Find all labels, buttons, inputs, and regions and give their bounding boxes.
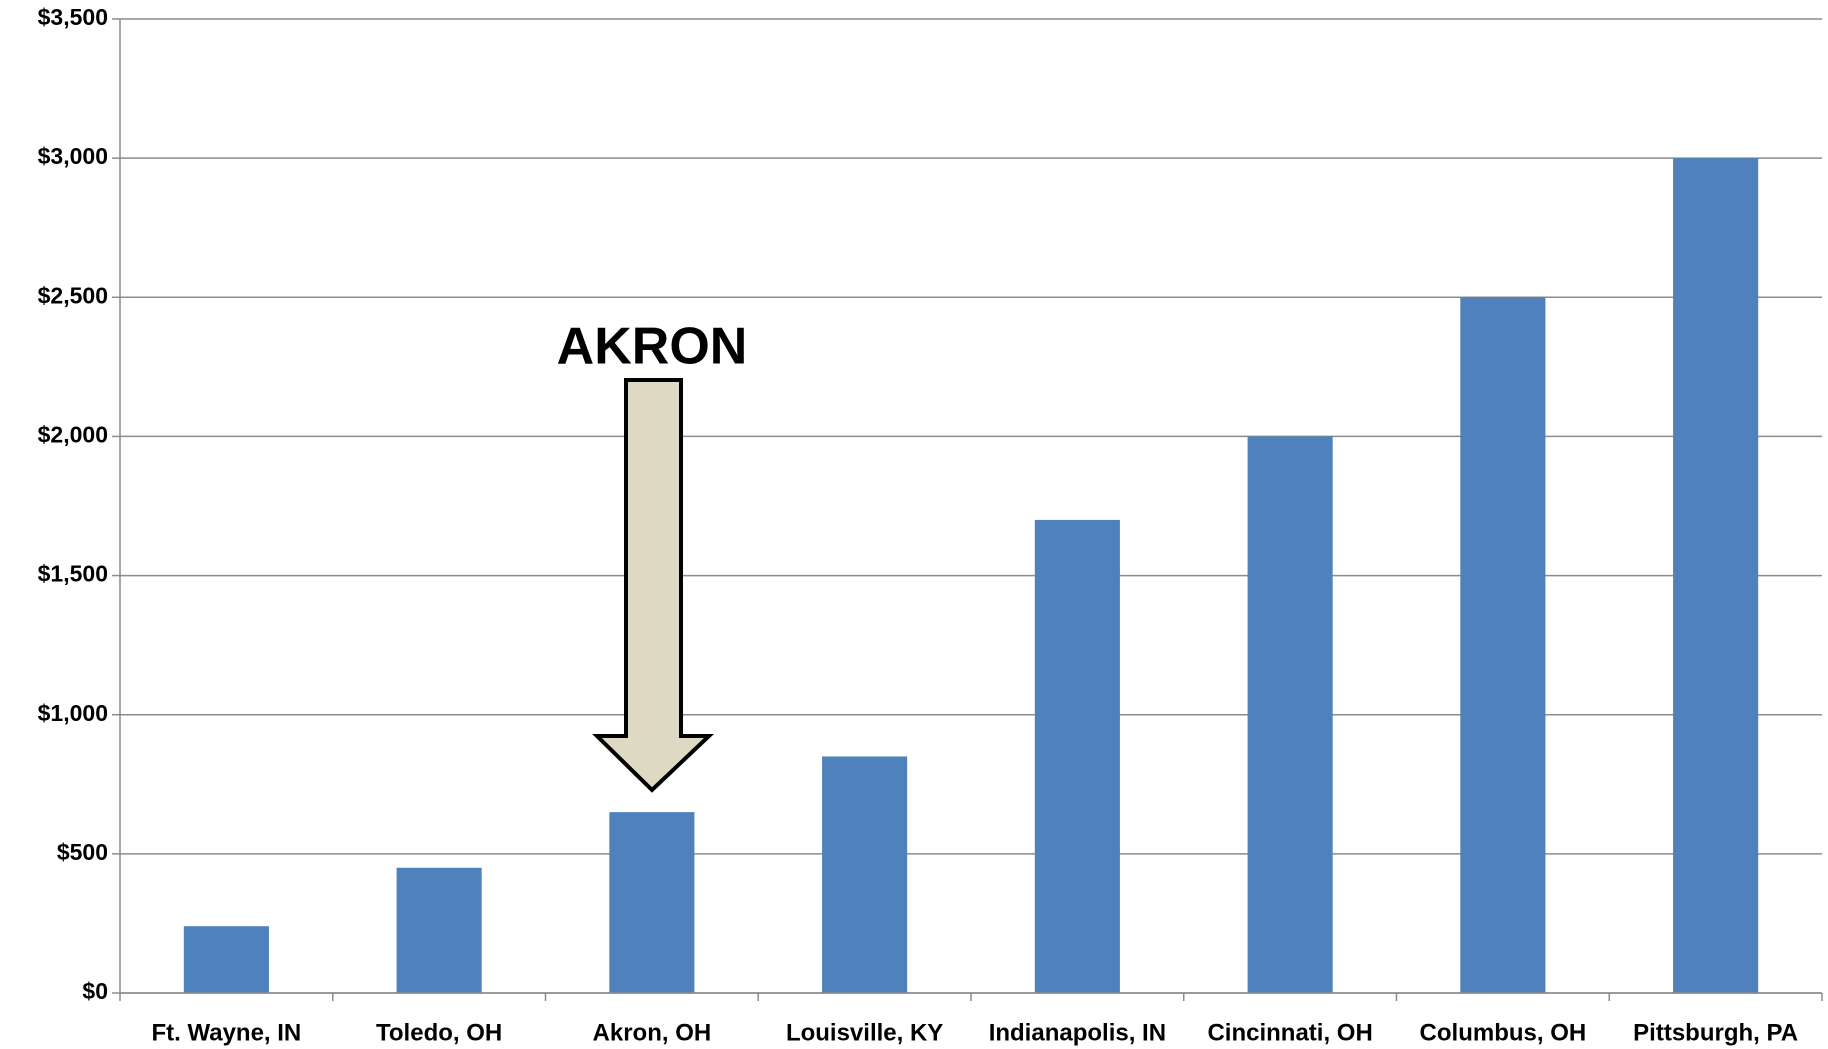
bar	[396, 867, 482, 993]
y-tick-label: $1,500	[38, 561, 108, 587]
y-tick-label: $3,500	[38, 4, 108, 30]
y-tick-label: $0	[82, 978, 108, 1004]
bar	[1247, 436, 1333, 993]
arrow	[592, 378, 715, 793]
x-tick-label: Toledo, OH	[376, 1019, 502, 1046]
y-tick-label: $3,000	[38, 143, 108, 169]
y-tick-label: $2,500	[38, 282, 108, 308]
bar	[1034, 519, 1120, 993]
y-tick-label: $500	[57, 839, 108, 865]
x-tick-label: Louisville, KY	[786, 1019, 943, 1046]
x-tick-label: Columbus, OH	[1420, 1019, 1587, 1046]
bar	[1460, 297, 1546, 993]
annotation: AKRON	[557, 318, 748, 793]
annotation-text: AKRON	[557, 318, 748, 376]
y-tick-label: $2,000	[38, 422, 108, 448]
bar	[822, 756, 908, 993]
x-tick-label: Ft. Wayne, IN	[151, 1019, 301, 1046]
x-tick-label: Indianapolis, IN	[989, 1019, 1166, 1046]
bar	[183, 926, 269, 993]
x-tick-label: Akron, OH	[593, 1019, 712, 1046]
bar	[609, 812, 695, 993]
x-tick-label: Pittsburgh, PA	[1633, 1019, 1798, 1046]
bar	[1673, 158, 1759, 994]
y-tick-label: $1,000	[38, 700, 108, 726]
x-tick-label: Cincinnati, OH	[1207, 1019, 1372, 1046]
